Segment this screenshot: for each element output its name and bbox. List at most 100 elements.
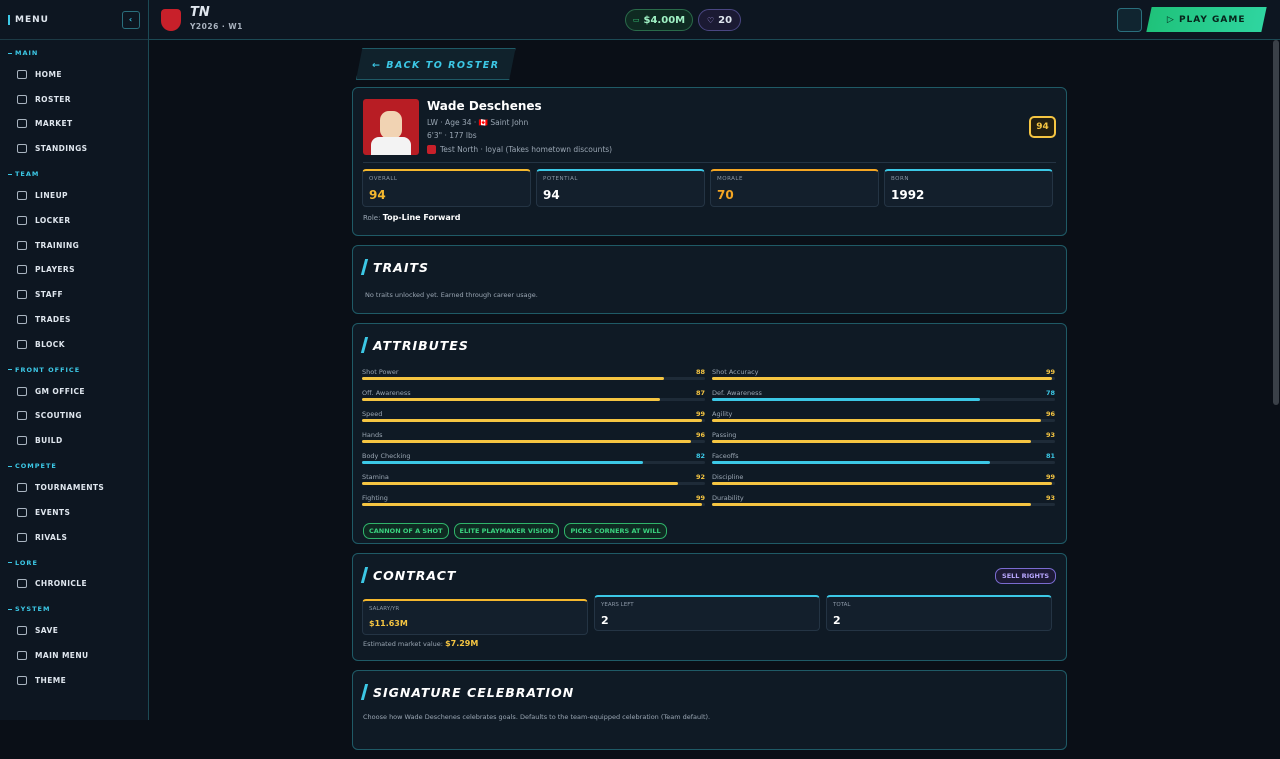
stat-card: OVERALL 94 bbox=[362, 169, 531, 207]
attribute-value: 81 bbox=[1045, 452, 1055, 460]
attribute-name: Fighting bbox=[362, 494, 388, 502]
nav-item[interactable]: LINEUP bbox=[0, 183, 148, 208]
play-label: PLAY GAME bbox=[1179, 14, 1246, 25]
back-button[interactable]: ← BACK TO ROSTER bbox=[356, 48, 516, 80]
nav-item[interactable]: THEME bbox=[0, 668, 148, 693]
attribute-row: Hands 96 bbox=[362, 431, 705, 452]
nav-icon bbox=[17, 69, 27, 79]
nav-section: SYSTEM SAVE MAIN MENU THEME bbox=[0, 596, 148, 692]
nav-item[interactable]: MARKET bbox=[0, 112, 148, 137]
attribute-bar bbox=[712, 503, 1031, 506]
attribute-value: 99 bbox=[695, 494, 705, 502]
attribute-name: Body Checking bbox=[362, 452, 411, 460]
overall-badge: 94 bbox=[1029, 116, 1056, 138]
celebration-text: Choose how Wade Deschenes celebrates goa… bbox=[363, 713, 711, 721]
attribute-value: 82 bbox=[695, 452, 705, 460]
stat-label: BORN bbox=[891, 176, 909, 182]
nav-item[interactable]: STAFF bbox=[0, 282, 148, 307]
trait-tag: ELITE PLAYMAKER VISION bbox=[453, 523, 560, 539]
attribute-value: 92 bbox=[695, 473, 705, 481]
scrollbar bbox=[1273, 40, 1279, 405]
nav-item[interactable]: TRADES bbox=[0, 307, 148, 332]
attribute-track bbox=[362, 377, 705, 380]
nav-section-title: FRONT OFFICE bbox=[0, 361, 148, 379]
section-label: COMPETE bbox=[15, 462, 57, 471]
nav-icon bbox=[17, 290, 27, 300]
nav-icon bbox=[17, 315, 27, 325]
nav-icon bbox=[17, 144, 27, 154]
attribute-track bbox=[712, 461, 1055, 464]
nav-item[interactable]: BLOCK bbox=[0, 332, 148, 357]
contract-panel: CONTRACT SELL RIGHTS Estimated market va… bbox=[352, 553, 1067, 661]
attribute-name: Faceoffs bbox=[712, 452, 739, 460]
section-title: CONTRACT bbox=[373, 567, 457, 583]
attribute-bar bbox=[362, 461, 644, 464]
attribute-value: 99 bbox=[1045, 368, 1055, 376]
play-button[interactable]: ▷ PLAY GAME bbox=[1146, 7, 1267, 32]
attribute-row: Stamina 92 bbox=[362, 473, 705, 494]
attribute-value: 99 bbox=[695, 410, 705, 418]
attribute-value: 99 bbox=[1045, 473, 1055, 481]
sell-rights-button[interactable]: SELL RIGHTS bbox=[995, 568, 1056, 584]
content: ← BACK TO ROSTER Wade Deschenes LW · Age… bbox=[352, 48, 1067, 759]
nav-item[interactable]: MAIN MENU bbox=[0, 643, 148, 668]
nav-section: FRONT OFFICE GM OFFICE SCOUTING BUILD bbox=[0, 357, 148, 453]
stat-card: POTENTIAL 94 bbox=[536, 169, 705, 207]
contract-label: TOTAL bbox=[833, 602, 851, 608]
attribute-name: Hands bbox=[362, 431, 383, 439]
attribute-row: Fighting 99 bbox=[362, 494, 705, 515]
nav-item[interactable]: EVENTS bbox=[0, 500, 148, 525]
nav-label: LOCKER bbox=[35, 215, 71, 225]
attribute-row: Shot Accuracy 99 bbox=[712, 368, 1055, 389]
attribute-track bbox=[362, 461, 705, 464]
nav-item[interactable]: CHRONICLE bbox=[0, 572, 148, 597]
camera-button[interactable] bbox=[1117, 8, 1142, 32]
nav-item[interactable]: TOURNAMENTS bbox=[0, 475, 148, 500]
nav-item[interactable]: TRAINING bbox=[0, 233, 148, 258]
nav-item[interactable]: SAVE bbox=[0, 618, 148, 643]
attribute-track bbox=[712, 419, 1055, 422]
player-body: 6'3" · 177 lbs bbox=[427, 131, 477, 140]
stat-label: OVERALL bbox=[369, 176, 398, 182]
nav-item[interactable]: ROSTER bbox=[0, 87, 148, 112]
trait-tag: PICKS CORNERS AT WILL bbox=[564, 523, 667, 539]
stat-value: 94 bbox=[369, 188, 386, 202]
contract-value: $11.63M bbox=[369, 619, 408, 628]
nav-icon bbox=[17, 94, 27, 104]
stat-value: 70 bbox=[717, 188, 734, 202]
market-value: $7.29M bbox=[445, 639, 479, 648]
contract-value: 2 bbox=[601, 614, 609, 627]
attribute-row: Faceoffs 81 bbox=[712, 452, 1055, 473]
market-label: Estimated market value: bbox=[363, 640, 443, 648]
nav-item[interactable]: GM OFFICE bbox=[0, 379, 148, 404]
nav-item[interactable]: RIVALS bbox=[0, 525, 148, 550]
contract-card: YEARS LEFT 2 bbox=[594, 595, 820, 631]
nav-item[interactable]: BUILD bbox=[0, 428, 148, 453]
nav-section: MAIN HOME ROSTER MARKET STANDINGS bbox=[0, 40, 148, 161]
attribute-track bbox=[712, 398, 1055, 401]
nav-item[interactable]: PLAYERS bbox=[0, 258, 148, 283]
nav-icon bbox=[17, 675, 27, 685]
nav-icon bbox=[17, 532, 27, 542]
nav-item[interactable]: HOME bbox=[0, 62, 148, 87]
stat-value: 94 bbox=[543, 188, 560, 202]
attribute-name: Shot Power bbox=[362, 368, 399, 376]
nav-icon bbox=[17, 191, 27, 201]
avatar bbox=[363, 99, 419, 155]
nav-item[interactable]: LOCKER bbox=[0, 208, 148, 233]
collapse-button[interactable]: ‹ bbox=[122, 10, 140, 29]
nav-label: LINEUP bbox=[35, 191, 68, 201]
contract-label: YEARS LEFT bbox=[601, 602, 634, 608]
nav-label: MAIN MENU bbox=[35, 651, 89, 661]
nav-label: HOME bbox=[35, 69, 62, 79]
nav-section-title: TEAM bbox=[0, 165, 148, 183]
nav-item[interactable]: STANDINGS bbox=[0, 136, 148, 161]
section-label: FRONT OFFICE bbox=[15, 365, 81, 374]
attribute-row: Shot Power 88 bbox=[362, 368, 705, 389]
attribute-track bbox=[362, 419, 705, 422]
nav-label: STAFF bbox=[35, 290, 63, 300]
attribute-name: Passing bbox=[712, 431, 737, 439]
nav-item[interactable]: SCOUTING bbox=[0, 404, 148, 429]
nav-icon bbox=[17, 339, 27, 349]
